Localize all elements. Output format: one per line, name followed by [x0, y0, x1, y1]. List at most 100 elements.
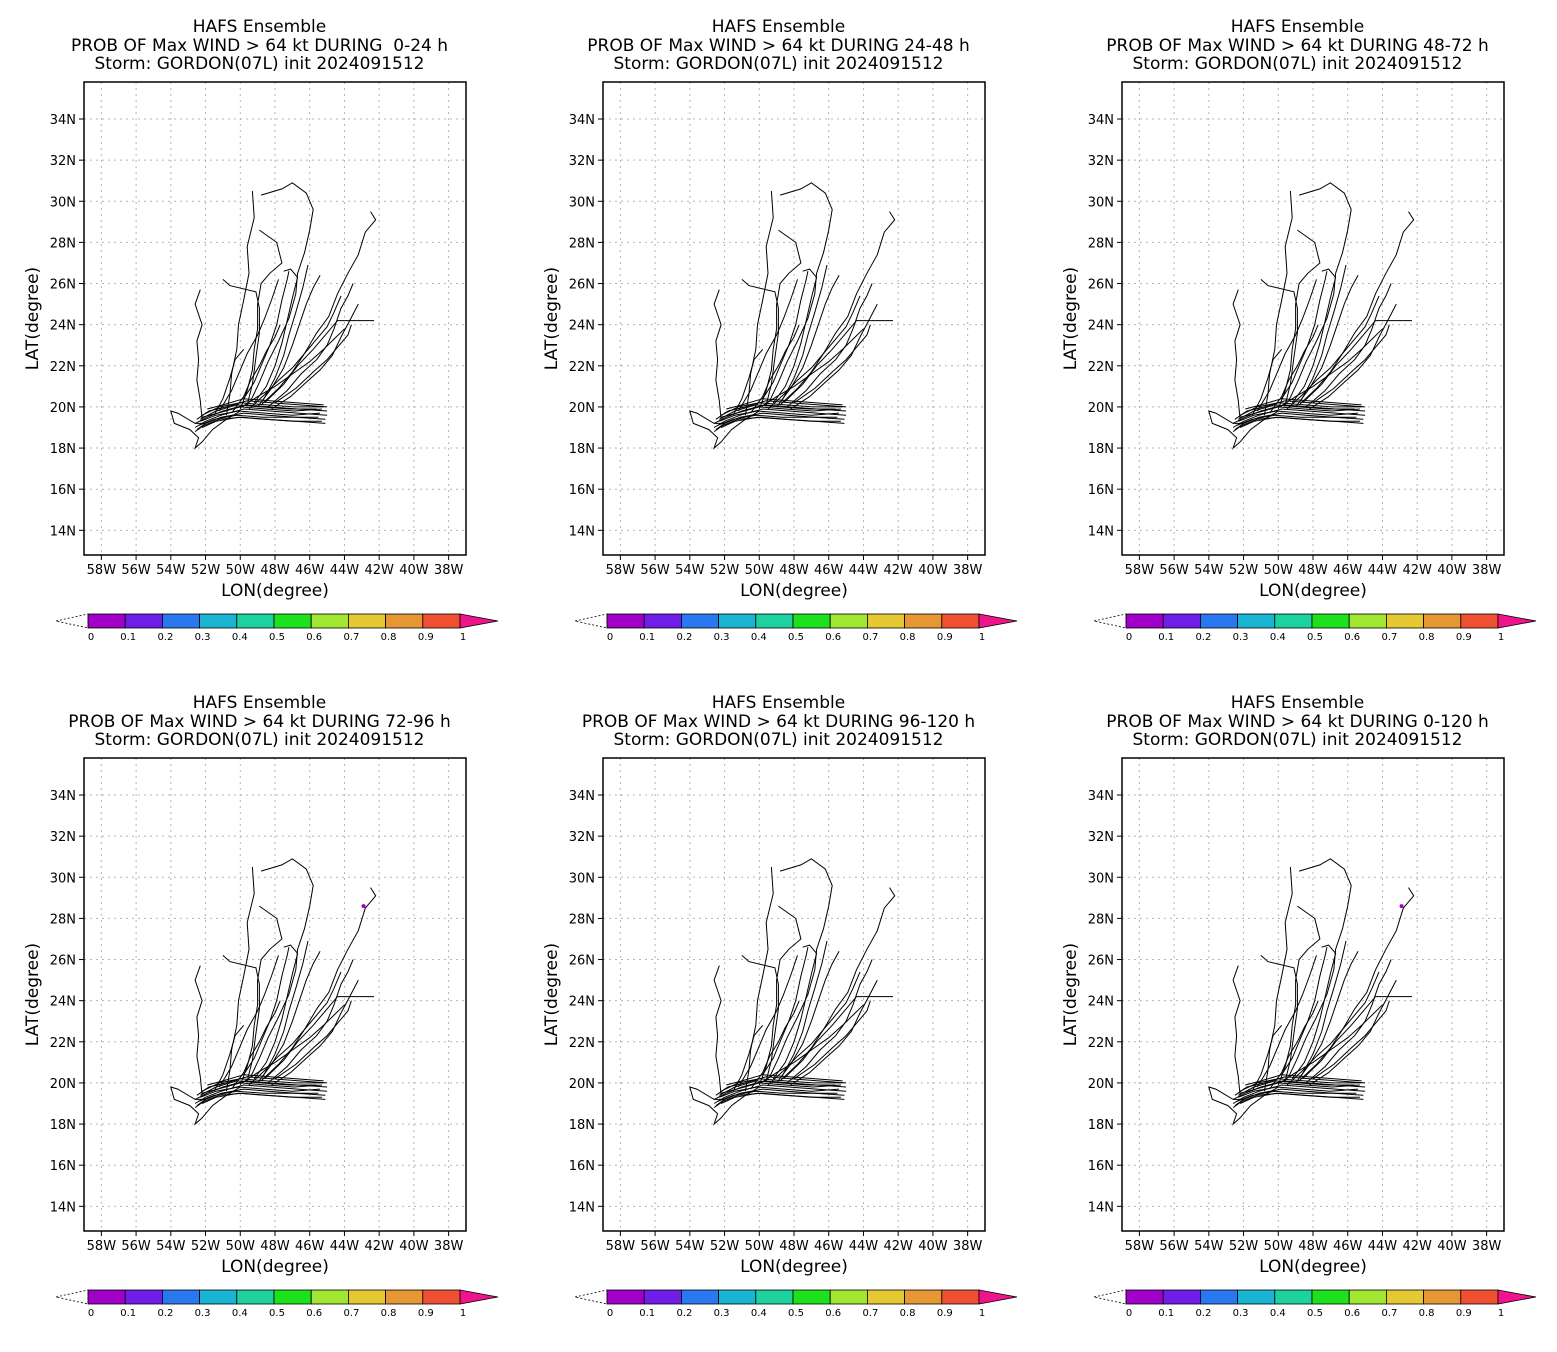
panel-title-line-1: HAFS Ensemble [711, 17, 846, 37]
ensemble-track [741, 955, 779, 1082]
colorbar-label: 0.7 [343, 632, 359, 643]
ensemble-track [1300, 264, 1347, 402]
ensemble-track [1309, 303, 1397, 410]
x-axis-label: LON(degree) [740, 1257, 848, 1277]
ensemble-track [243, 271, 290, 399]
ensemble-track [253, 268, 299, 404]
panel-title-line-3: Storm: GORDON(07L) init 2024091512 [1132, 54, 1463, 74]
ensemble-track [1288, 858, 1352, 1078]
colorbar-label: 0 [607, 632, 613, 643]
y-tick-label: 34N [1088, 789, 1114, 804]
colorbar-label: 0.3 [195, 1308, 211, 1319]
ensemble-track [737, 279, 798, 412]
ensemble-track [1232, 965, 1241, 1096]
ensemble-track [762, 947, 809, 1075]
ensemble-track [720, 402, 843, 416]
colorbar-swatch [643, 1289, 682, 1305]
x-tick-label: 52W [710, 1239, 740, 1254]
x-tick-label: 54W [675, 563, 705, 578]
colorbar-label: 0.8 [381, 1308, 397, 1319]
colorbar-label: 0.7 [862, 632, 878, 643]
colorbar-label: 0.1 [1158, 632, 1174, 643]
y-tick-label: 22N [50, 1036, 76, 1051]
y-tick-label: 20N [50, 1077, 76, 1092]
ensemble-track [1269, 324, 1319, 414]
colorbar-swatch [1162, 1289, 1201, 1305]
x-tick-label: 48W [779, 563, 809, 578]
x-tick-label: 42W [883, 1239, 913, 1254]
panel-title-line-1: HAFS Ensemble [192, 17, 327, 37]
y-tick-label: 18N [1088, 1118, 1114, 1133]
colorbar-label: 0.6 [825, 1308, 841, 1319]
colorbar-label: 1 [979, 1308, 985, 1319]
ensemble-track [194, 965, 203, 1096]
colorbar-swatch [1311, 1289, 1350, 1305]
x-tick-label: 40W [918, 563, 948, 578]
x-tick-label: 58W [606, 563, 636, 578]
panel-title-line-1: HAFS Ensemble [192, 693, 327, 713]
y-axis-label: LAT(degree) [542, 943, 562, 1046]
ensemble-track [1263, 866, 1293, 1092]
y-axis-label: LAT(degree) [23, 943, 43, 1046]
y-tick-label: 16N [1088, 1159, 1114, 1174]
y-tick-label: 28N [569, 236, 595, 251]
colorbar-swatch [87, 613, 126, 629]
ensemble-track [689, 1086, 760, 1126]
panel-title-line-1: HAFS Ensemble [1230, 17, 1365, 37]
colorbar-swatch [1460, 1289, 1499, 1305]
map-panel-4: HAFS Ensemble PROB OF Max WIND > 64 kt DU… [0, 676, 519, 1352]
y-tick-label: 24N [1088, 319, 1114, 334]
map-panel-1: HAFS Ensemble PROB OF Max WIND > 64 kt DU… [0, 0, 519, 676]
ensemble-track [1288, 182, 1352, 402]
x-tick-label: 46W [295, 1239, 325, 1254]
ensemble-track [762, 271, 809, 399]
x-tick-label: 44W [849, 1239, 879, 1254]
ensemble-track [750, 1000, 800, 1090]
ensemble-track [218, 955, 279, 1088]
panel-title-line-2: PROB OF Max WIND > 64 kt DURING 72-96 h [68, 711, 451, 732]
x-tick-label: 52W [1229, 1239, 1259, 1254]
ensemble-track [1312, 324, 1390, 404]
x-tick-label: 48W [260, 563, 290, 578]
y-tick-label: 32N [50, 154, 76, 169]
y-tick-label: 32N [50, 830, 76, 845]
y-tick-label: 26N [569, 954, 595, 969]
colorbar-over-arrow [978, 613, 1018, 629]
ensemble-track [1279, 1004, 1383, 1084]
colorbar-label: 0.8 [900, 632, 916, 643]
ensemble-track [201, 1092, 322, 1104]
colorbar-label: 0.1 [639, 1308, 655, 1319]
colorbar-label: 0.4 [751, 1308, 767, 1319]
panel-title-line-2: PROB OF Max WIND > 64 kt DURING 0-120 h [1106, 711, 1489, 732]
ensemble-track [741, 279, 779, 406]
colorbar-label: 0 [1126, 632, 1132, 643]
y-tick-label: 30N [50, 871, 76, 886]
colorbar-swatch [1125, 1289, 1164, 1305]
colorbar-label: 0.5 [269, 1308, 285, 1319]
y-tick-label: 14N [1088, 1200, 1114, 1215]
x-tick-label: 54W [156, 1239, 186, 1254]
colorbar-over-arrow [1497, 1289, 1537, 1305]
ensemble-track [1239, 1092, 1360, 1104]
ensemble-track [1251, 348, 1283, 416]
colorbar-swatch [161, 613, 200, 629]
x-tick-label: 50W [226, 1239, 256, 1254]
panel-title-line-2: PROB OF Max WIND > 64 kt DURING 48-72 h [1106, 35, 1489, 56]
colorbar-label: 0.2 [157, 1308, 173, 1319]
x-axis-label: LON(degree) [740, 581, 848, 601]
ensemble-track [1238, 1086, 1359, 1098]
colorbar-label: 0.4 [232, 632, 248, 643]
x-tick-label: 46W [295, 563, 325, 578]
colorbar-under-arrow [1093, 613, 1127, 629]
x-tick-label: 50W [745, 563, 775, 578]
colorbar-swatch [643, 613, 682, 629]
ensemble-track [274, 324, 352, 404]
map-svg: 58W 56W 54W 52W 50W 48W 46W 44W 42W 40W 38W 14N 16N 1… [542, 81, 1018, 643]
y-tick-label: 16N [50, 1159, 76, 1174]
colorbar-label: 0.3 [714, 632, 730, 643]
ensemble-track [225, 190, 255, 416]
ensemble-track [198, 1090, 319, 1102]
panel-title-line-3: Storm: GORDON(07L) init 2024091512 [613, 54, 944, 74]
ensemble-track [713, 408, 847, 428]
ensemble-track [231, 1000, 281, 1090]
